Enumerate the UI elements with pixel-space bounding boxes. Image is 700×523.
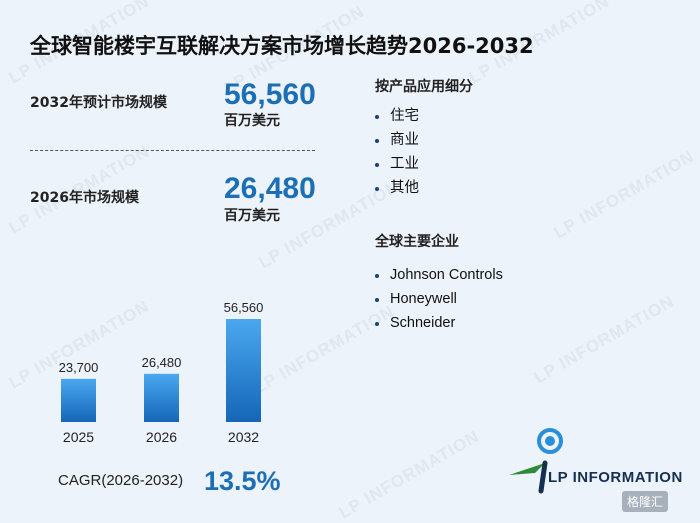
bar-2026 bbox=[144, 373, 179, 422]
bullet-icon bbox=[375, 274, 379, 278]
bullet-icon bbox=[375, 115, 379, 119]
corner-badge: 格隆汇 bbox=[622, 491, 669, 512]
segment-label: 住宅 bbox=[390, 108, 419, 124]
list-item: 住宅 bbox=[375, 104, 419, 128]
company-label: Honeywell bbox=[390, 291, 457, 307]
stat-value-2032: 56,560 bbox=[224, 78, 316, 111]
segment-label: 商业 bbox=[390, 132, 419, 148]
page-title: 全球智能楼宇互联解决方案市场增长趋势2026-2032 bbox=[30, 34, 534, 58]
bar-value-label: 56,560 bbox=[224, 300, 264, 315]
bar-value-label: 26,480 bbox=[142, 355, 182, 370]
bullet-icon bbox=[375, 163, 379, 167]
list-item: Honeywell bbox=[375, 287, 503, 311]
x-tick-label: 2025 bbox=[63, 429, 94, 445]
lp-information-logo bbox=[509, 428, 563, 494]
stat-label-2032: 2032年预计市场规模 bbox=[30, 95, 167, 111]
logo-text: LP INFORMATION bbox=[548, 469, 683, 486]
company-label: Johnson Controls bbox=[390, 267, 503, 283]
x-tick-label: 2026 bbox=[146, 429, 177, 445]
divider bbox=[30, 150, 315, 151]
bar-2032 bbox=[226, 319, 261, 422]
list-item: Schneider bbox=[375, 311, 503, 335]
bar-2025 bbox=[61, 378, 96, 422]
stat-value-2026: 26,480 bbox=[224, 172, 316, 205]
segments-list: 住宅 商业 工业 其他 bbox=[375, 104, 419, 200]
segment-label: 其他 bbox=[390, 180, 419, 196]
companies-title: 全球主要企业 bbox=[375, 234, 459, 250]
segments-title: 按产品应用细分 bbox=[375, 79, 473, 95]
bullet-icon bbox=[375, 322, 379, 326]
list-item: 商业 bbox=[375, 128, 419, 152]
cagr-value: 13.5% bbox=[204, 466, 281, 496]
bullet-icon bbox=[375, 298, 379, 302]
stat-label-2026: 2026年市场规模 bbox=[30, 190, 139, 206]
stat-unit-2032: 百万美元 bbox=[224, 113, 280, 129]
segment-label: 工业 bbox=[390, 156, 419, 172]
list-item: 其他 bbox=[375, 176, 419, 200]
bullet-icon bbox=[375, 187, 379, 191]
stat-unit-2026: 百万美元 bbox=[224, 208, 280, 224]
company-label: Schneider bbox=[390, 315, 456, 331]
list-item: 工业 bbox=[375, 152, 419, 176]
x-tick-label: 2032 bbox=[228, 429, 259, 445]
bar-value-label: 23,700 bbox=[59, 360, 99, 375]
cagr-label: CAGR(2026-2032) bbox=[58, 472, 184, 489]
companies-list: Johnson Controls Honeywell Schneider bbox=[375, 263, 503, 335]
bullet-icon bbox=[375, 139, 379, 143]
list-item: Johnson Controls bbox=[375, 263, 503, 287]
